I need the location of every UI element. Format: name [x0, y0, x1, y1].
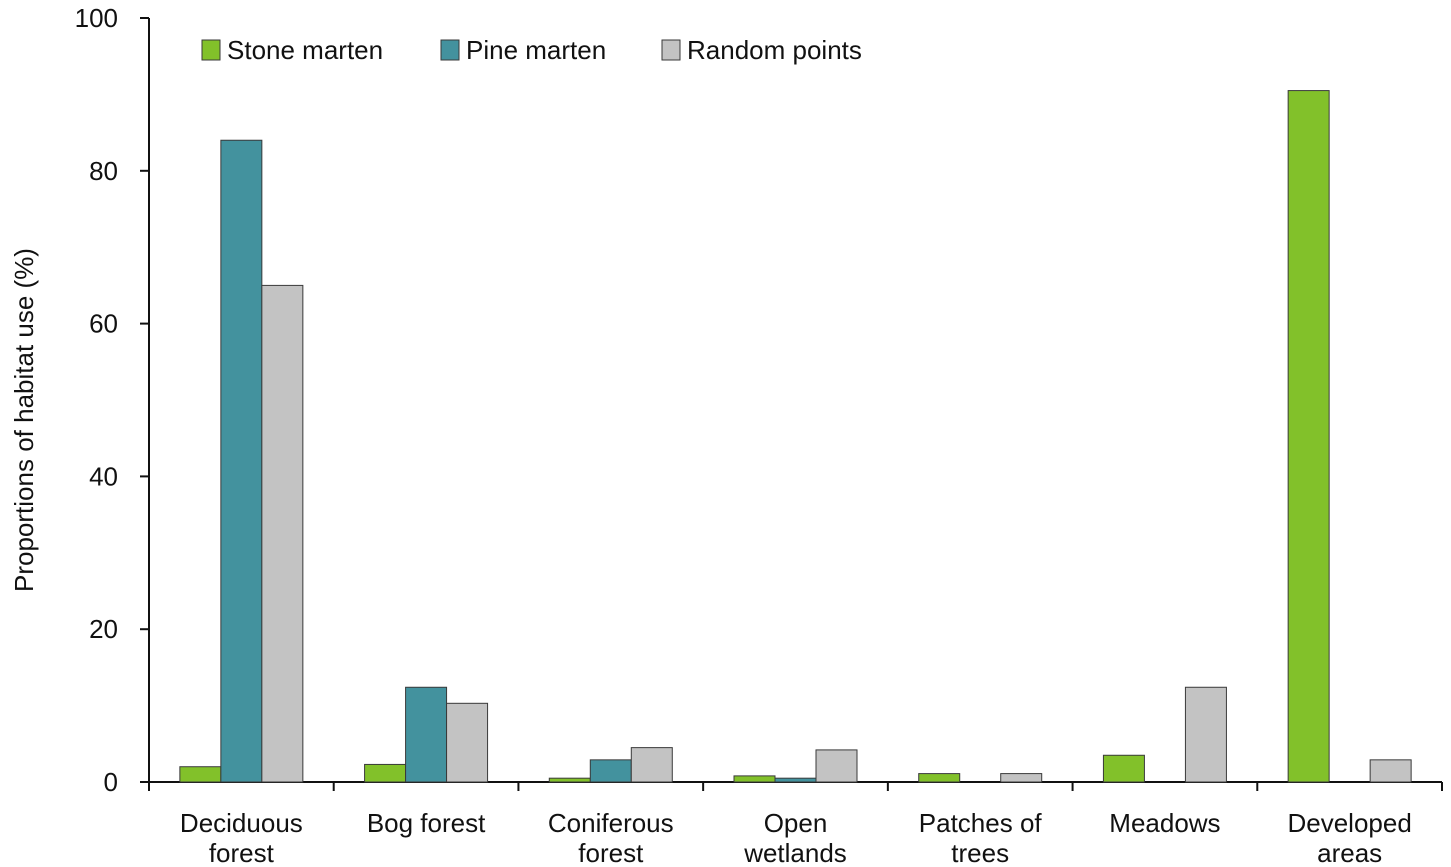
- legend-label: Stone marten: [227, 35, 383, 65]
- bar: [589, 759, 632, 783]
- legend: Stone marten Pine marten Random points: [201, 35, 862, 65]
- bar: [179, 766, 222, 783]
- bar: [1287, 90, 1330, 783]
- y-ticks: 0 20 40 60 80 100: [75, 3, 149, 797]
- legend-label: Pine marten: [466, 35, 606, 65]
- x-tick-label: Meadows: [1109, 808, 1220, 838]
- y-axis: 0 20 40 60 80 100 Proportions of habitat use …: [9, 3, 150, 797]
- bar: [548, 777, 591, 783]
- bar: [630, 747, 673, 783]
- y-tick-label: 0: [104, 767, 118, 797]
- bar: [446, 702, 489, 783]
- legend-swatch: [440, 39, 460, 61]
- bar: [220, 139, 263, 783]
- bar: [733, 775, 776, 783]
- x-tick-label: Open wetlands: [743, 808, 847, 867]
- bar: [1184, 686, 1227, 783]
- bar: [1369, 759, 1412, 783]
- bars: [179, 90, 1412, 783]
- y-axis-label: Proportions of habitat use (%): [9, 248, 39, 592]
- x-axis: Deciduous forest Bog forest Coniferous fores…: [148, 781, 1443, 867]
- x-ticks: Deciduous forest Bog forest Coniferous fores…: [148, 782, 1443, 867]
- legend-label: Random points: [687, 35, 862, 65]
- x-tick-label: Developed areas: [1287, 808, 1411, 867]
- bar: [261, 284, 304, 783]
- y-tick-label: 60: [89, 309, 118, 339]
- bar: [774, 777, 817, 783]
- x-tick-label: Patches of trees: [919, 808, 1043, 867]
- bar: [815, 749, 858, 783]
- x-tick-label: Deciduous forest: [180, 808, 303, 867]
- bar: [405, 686, 448, 783]
- x-tick-label: Bog forest: [367, 808, 486, 838]
- legend-swatch: [201, 39, 221, 61]
- y-tick-label: 80: [89, 156, 118, 186]
- legend-swatch: [661, 39, 681, 61]
- bar: [364, 763, 407, 783]
- y-tick-label: 20: [89, 614, 118, 644]
- y-tick-label: 100: [75, 3, 118, 33]
- bar: [918, 773, 961, 783]
- x-tick-label: Coniferous forest: [548, 808, 674, 867]
- bar: [1000, 773, 1043, 783]
- bar: [1102, 754, 1145, 783]
- y-tick-label: 40: [89, 461, 118, 491]
